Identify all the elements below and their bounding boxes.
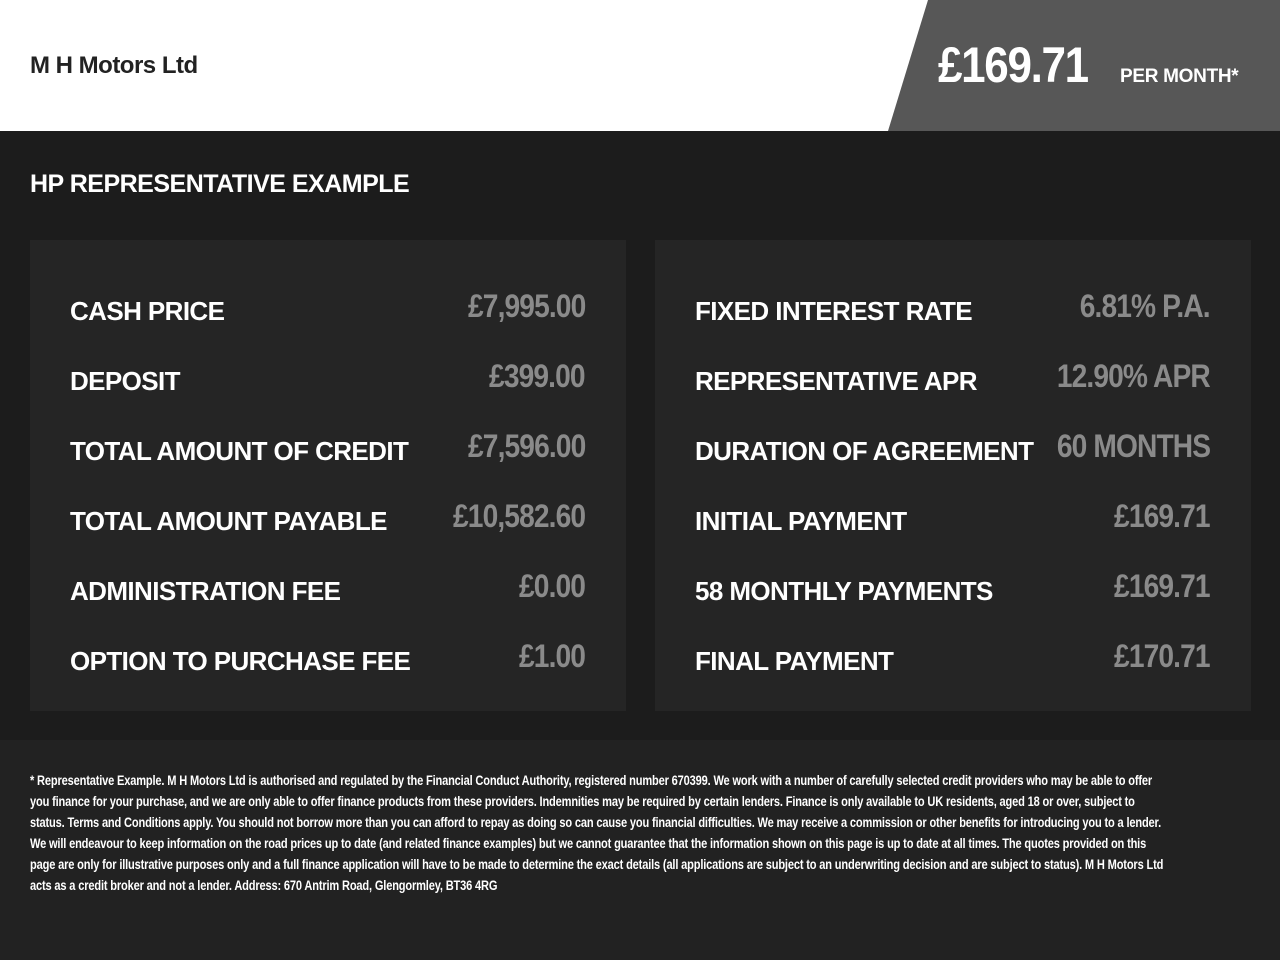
finance-label: REPRESENTATIVE APR (695, 366, 978, 396)
finance-value: £0.00 (518, 568, 586, 604)
dealer-name: M H Motors Ltd (30, 52, 198, 79)
finance-row: OPTION TO PURCHASE FEE £1.00 (70, 638, 586, 678)
section-title: HP REPRESENTATIVE EXAMPLE (30, 170, 410, 198)
finance-label: CASH PRICE (70, 296, 225, 326)
finance-row: FINAL PAYMENT £170.71 (695, 638, 1211, 678)
finance-row: DEPOSIT £399.00 (70, 358, 586, 398)
finance-label: FINAL PAYMENT (695, 646, 894, 676)
finance-label: OPTION TO PURCHASE FEE (70, 646, 411, 676)
finance-value: 12.90% APR (1057, 358, 1211, 394)
finance-label: ADMINISTRATION FEE (70, 576, 341, 606)
finance-value: 6.81% P.A. (1079, 288, 1211, 324)
finance-value: 60 MONTHS (1056, 428, 1211, 464)
finance-row: TOTAL AMOUNT PAYABLE £10,582.60 (70, 498, 586, 538)
finance-row: ADMINISTRATION FEE £0.00 (70, 568, 586, 608)
finance-label: FIXED INTEREST RATE (695, 296, 973, 326)
finance-value: £1.00 (518, 638, 586, 674)
disclaimer-text: * Representative Example. M H Motors Ltd… (30, 773, 1164, 893)
finance-row: TOTAL AMOUNT OF CREDIT £7,596.00 (70, 428, 586, 468)
finance-label: DEPOSIT (70, 366, 181, 396)
finance-value: £169.71 (1114, 568, 1211, 604)
finance-value: £7,995.00 (467, 288, 586, 324)
finance-value: £7,596.00 (467, 428, 586, 464)
finance-row: 58 MONTHLY PAYMENTS £169.71 (695, 568, 1211, 608)
finance-value: £399.00 (489, 358, 586, 394)
finance-label: TOTAL AMOUNT OF CREDIT (70, 436, 409, 466)
finance-card-right: FIXED INTEREST RATE 6.81% P.A. REPRESENTAT… (655, 240, 1251, 711)
per-month-label: PER MONTH* (1120, 66, 1239, 87)
finance-row: CASH PRICE £7,995.00 (70, 288, 586, 328)
finance-row: INITIAL PAYMENT £169.71 (695, 498, 1211, 538)
finance-value: £169.71 (1114, 498, 1211, 534)
monthly-price: £169.71 (938, 37, 1089, 93)
finance-row: FIXED INTEREST RATE 6.81% P.A. (695, 288, 1211, 328)
finance-label: TOTAL AMOUNT PAYABLE (70, 506, 387, 536)
footer: * Representative Example. M H Motors Ltd… (0, 740, 1280, 960)
finance-label: INITIAL PAYMENT (695, 506, 907, 536)
finance-label: 58 MONTHLY PAYMENTS (695, 576, 993, 606)
finance-value: £170.71 (1114, 638, 1211, 674)
price-banner (888, 0, 1280, 131)
finance-row: REPRESENTATIVE APR 12.90% APR (695, 358, 1211, 398)
finance-label: DURATION OF AGREEMENT (695, 436, 1034, 466)
finance-value: £10,582.60 (452, 498, 586, 534)
finance-card-left: CASH PRICE £7,995.00 DEPOSIT £399.00 TOTAL A… (30, 240, 626, 711)
finance-row: DURATION OF AGREEMENT 60 MONTHS (695, 428, 1211, 468)
